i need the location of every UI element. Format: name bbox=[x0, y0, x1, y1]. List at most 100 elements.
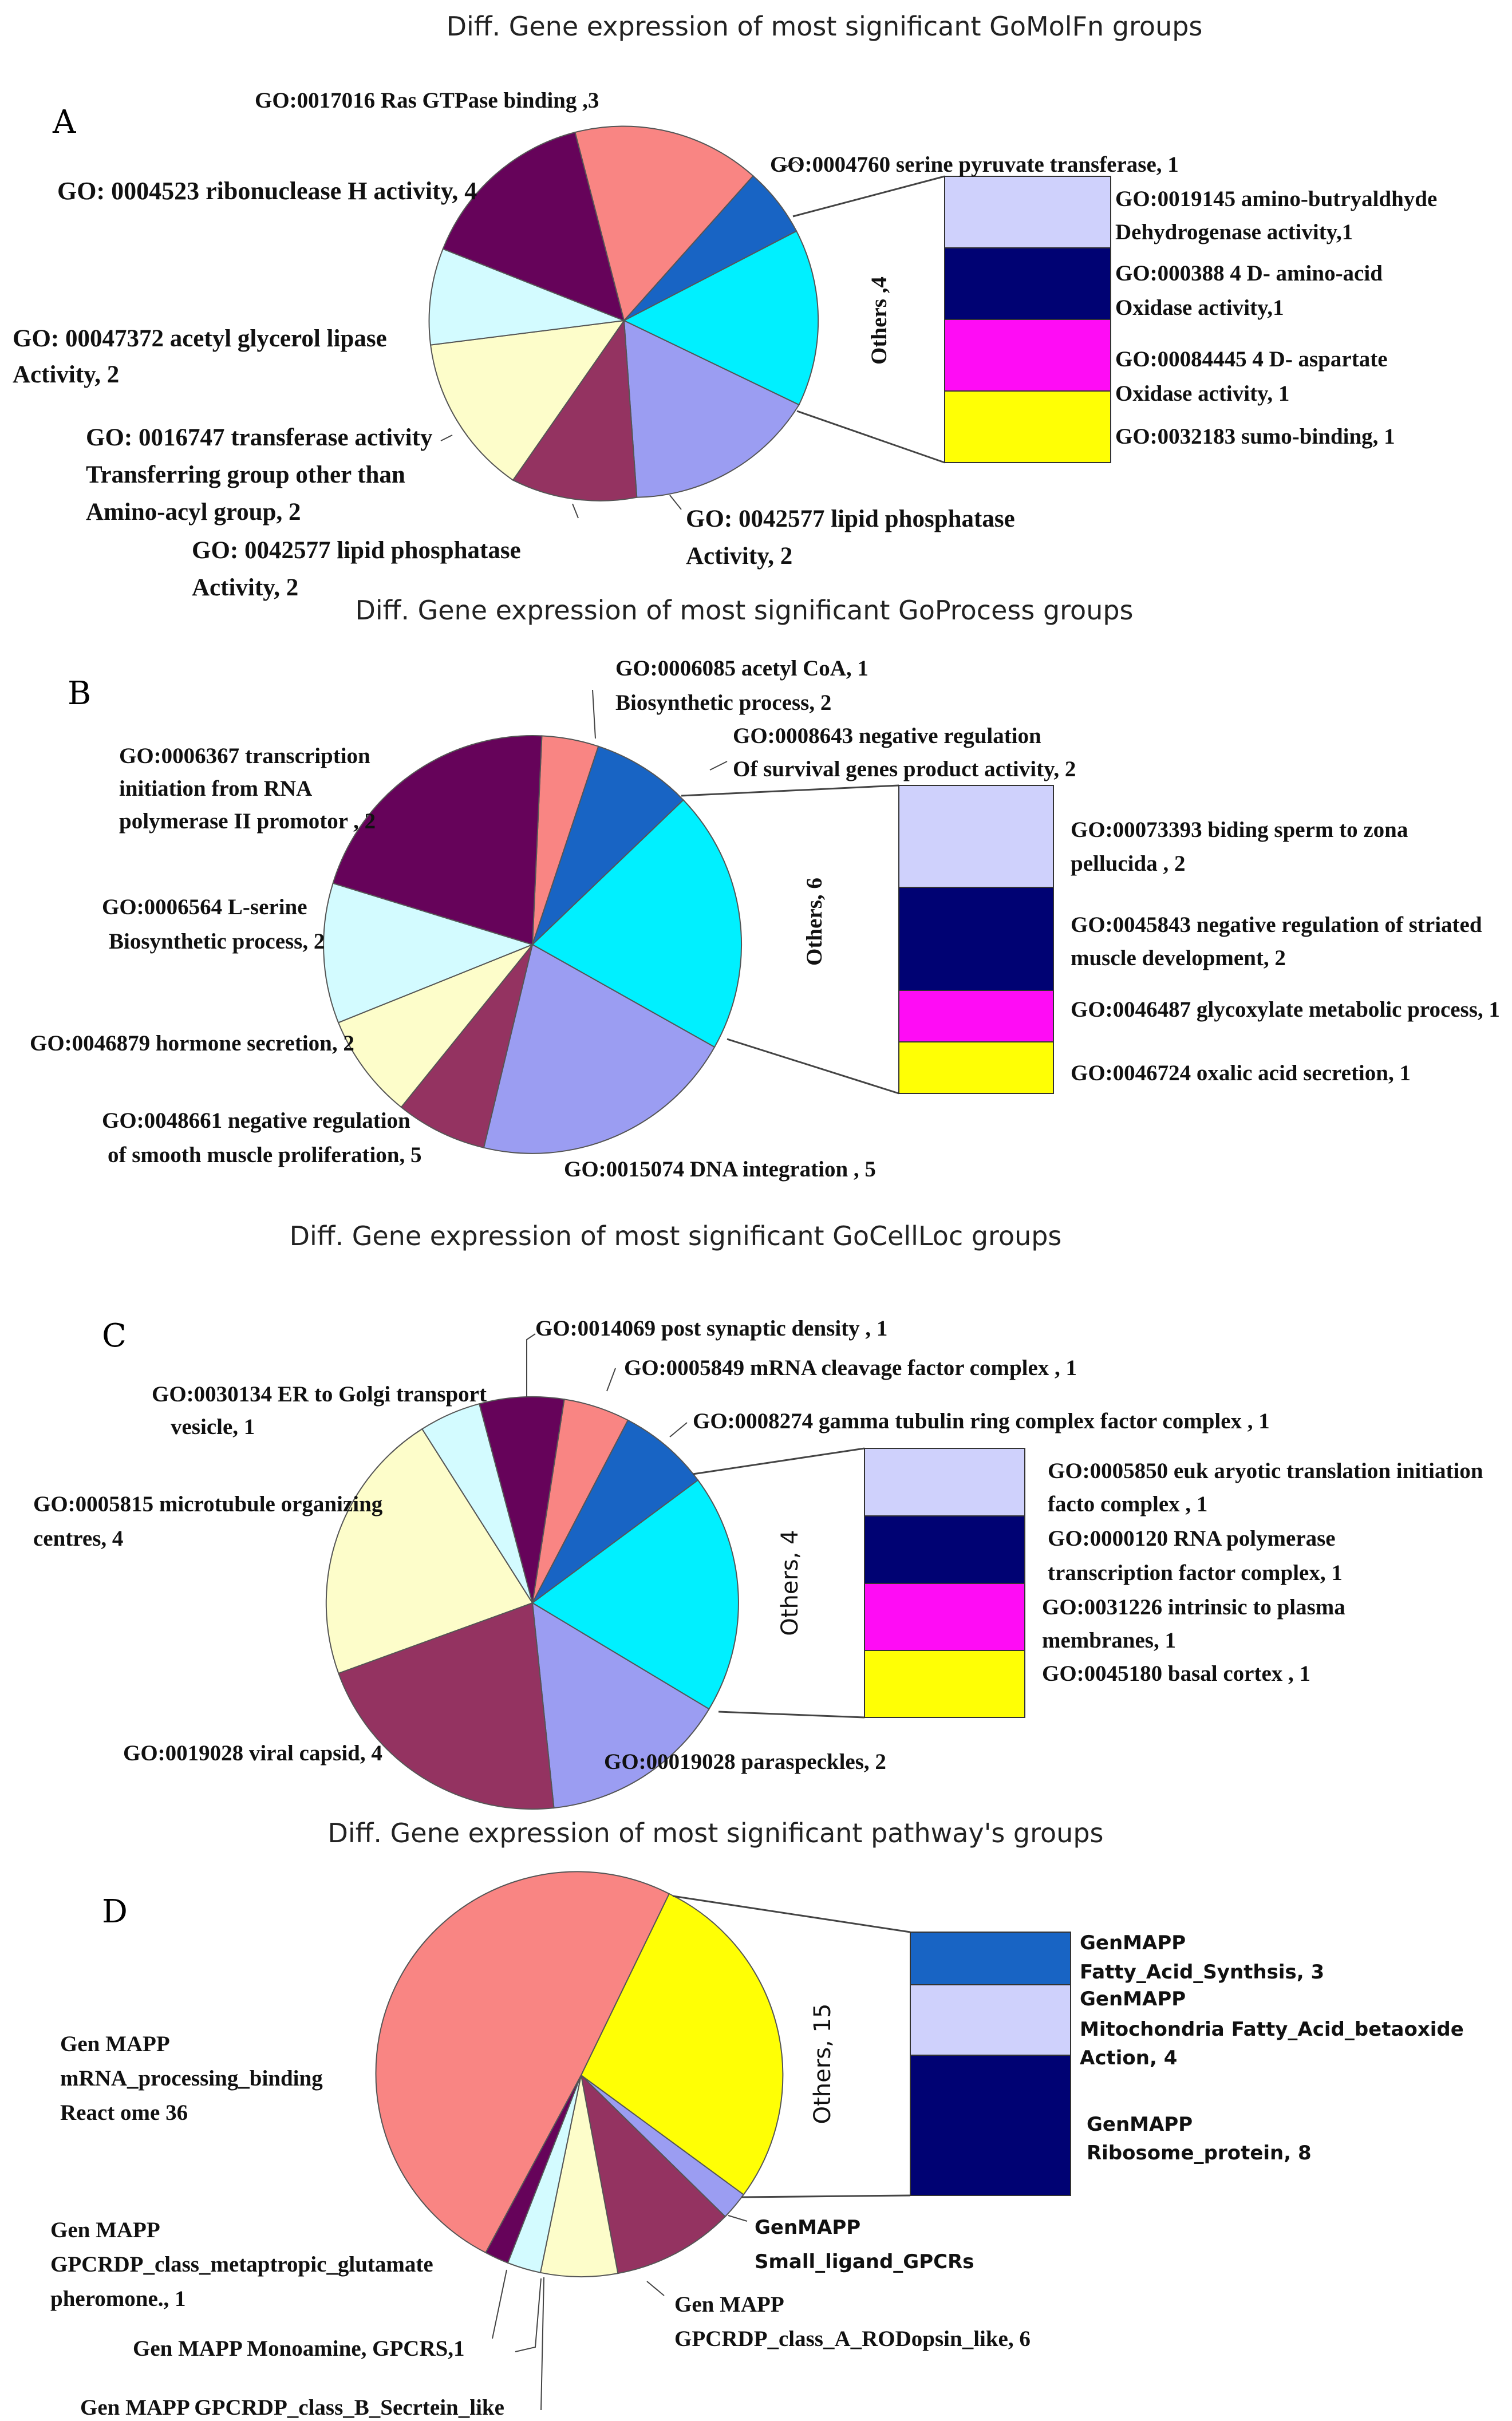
label-b-transcription-line3: polymerase II promotor , 2 bbox=[119, 809, 376, 834]
others-bar-c-basal-cortex bbox=[864, 1650, 1025, 1718]
leader-a-serine bbox=[778, 160, 802, 172]
others-bar-c-translation-initiation bbox=[864, 1448, 1025, 1516]
zoom-line-bottom bbox=[727, 1038, 899, 1095]
label-c-post-synaptic: GO:0014069 post synaptic density , 1 bbox=[535, 1316, 887, 1341]
slice-a-acetyl-glycerol-lipase bbox=[428, 248, 625, 346]
label-a-others-item3-line2: Oxidase activity, 1 bbox=[1115, 381, 1289, 406]
slice-d-secretin bbox=[539, 2075, 619, 2278]
label-d-others-item3-line2: Ribosome_protein, 8 bbox=[1087, 2142, 1312, 2165]
zoom-line-top bbox=[681, 784, 899, 797]
leader-c-post-synaptic bbox=[526, 1333, 536, 1397]
leader-d-secretin bbox=[540, 2277, 544, 2411]
label-a-lipid-left-line1: GO: 0042577 lipid phosphatase bbox=[192, 537, 521, 564]
label-a-ribonuclease-h: GO: 0004523 ribonuclease H activity, 4 bbox=[57, 177, 477, 205]
panel-b: Diff. Gene expression of most significan… bbox=[30, 595, 1500, 1182]
leader-a-transferase bbox=[440, 435, 453, 441]
others-bar-a-d-aspartate bbox=[944, 319, 1111, 392]
label-a-lipid-left-line2: Activity, 2 bbox=[192, 574, 298, 601]
panel-c-pie bbox=[325, 1396, 739, 1810]
slice-b-survival-genes bbox=[532, 745, 685, 945]
others-bar-b-glycoxylate bbox=[898, 990, 1054, 1042]
label-b-others-item2-line2: muscle development, 2 bbox=[1071, 946, 1286, 970]
label-b-others-item1-line1: GO:00073393 biding sperm to zona bbox=[1071, 817, 1408, 842]
panel-b-pie bbox=[323, 735, 743, 1154]
slice-b-dna-integration bbox=[483, 943, 716, 1154]
leader-d-rodopsin bbox=[646, 2281, 665, 2296]
slice-a-ribonuclease-h bbox=[442, 131, 625, 322]
others-label-d: Others, 15 bbox=[810, 2004, 836, 2124]
label-d-rodopsin-line1: Gen MAPP bbox=[674, 2292, 784, 2317]
slice-b-smooth-muscle bbox=[400, 944, 533, 1149]
slice-c-viral-capsid bbox=[338, 1602, 555, 1810]
label-c-others-item3-line2: membranes, 1 bbox=[1042, 1628, 1176, 1653]
label-d-others-item1-line1: GenMAPP bbox=[1080, 1932, 1186, 1954]
others-bar-c-plasma-membranes bbox=[864, 1583, 1025, 1651]
zoom-line-top bbox=[672, 1895, 911, 1933]
slice-a-serine-pyruvate bbox=[623, 175, 798, 321]
label-d-mrna-processing-line2: mRNA_processing_binding bbox=[60, 2066, 323, 2091]
leader-c-gamma bbox=[669, 1422, 688, 1437]
label-d-others-item2-line1: GenMAPP bbox=[1080, 1988, 1186, 2011]
label-d-small-ligand-line1: GenMAPP bbox=[755, 2216, 860, 2239]
label-b-transcription-line1: GO:0006367 transcription bbox=[119, 744, 370, 768]
others-bar-d-mitochondria-fatty-acid bbox=[910, 1984, 1071, 2056]
label-c-microtubule-line2: centres, 4 bbox=[33, 1526, 123, 1551]
label-b-smooth-muscle-line2: of smooth muscle proliferation, 5 bbox=[108, 1143, 421, 1167]
label-b-l-serine-line2: Biosynthetic process, 2 bbox=[109, 929, 325, 954]
label-b-hormone-secretion: GO:0046879 hormone secretion, 2 bbox=[30, 1031, 354, 1056]
label-d-others-item1-line2: Fatty_Acid_Synthsis, 3 bbox=[1080, 1961, 1324, 1984]
label-a-others-item4-line1: GO:0032183 sumo-binding, 1 bbox=[1115, 424, 1395, 449]
slice-d-others bbox=[580, 1893, 784, 2195]
label-b-others-item1-line2: pellucida , 2 bbox=[1071, 851, 1185, 876]
panel-c: Diff. Gene expression of most significan… bbox=[33, 1221, 1483, 1810]
label-d-mrna-processing-line1: Gen MAPP bbox=[60, 2032, 170, 2056]
label-c-er-golgi-line2: vesicle, 1 bbox=[171, 1415, 255, 1439]
label-c-er-golgi-line1: GO:0030134 ER to Golgi transport bbox=[152, 1382, 487, 1407]
label-a-transferase-line3: Amino-acyl group, 2 bbox=[86, 499, 301, 526]
label-b-transcription-line2: initiation from RNA bbox=[119, 776, 312, 801]
leader-c-mrna bbox=[606, 1368, 616, 1392]
slice-b-l-serine bbox=[323, 882, 534, 1024]
label-c-others-item4-line1: GO:0045180 basal cortex , 1 bbox=[1042, 1661, 1310, 1686]
panel-a: Diff. Gene expression of most significan… bbox=[13, 11, 1437, 601]
label-a-others-item3-line1: GO:00084445 4 D- aspartate bbox=[1115, 347, 1388, 372]
panel-d-pie bbox=[375, 1871, 784, 2278]
label-c-others-item2-line2: transcription factor complex, 1 bbox=[1048, 1561, 1343, 1585]
label-c-others-item1-line1: GO:0005850 euk aryotic translation initi… bbox=[1048, 1459, 1483, 1483]
slice-b-hormone-secretion bbox=[337, 943, 535, 1108]
label-b-l-serine-line1: GO:0006564 L-serine bbox=[102, 895, 307, 919]
others-bar-a-amino-butyraldehyde bbox=[944, 176, 1111, 248]
label-b-smooth-muscle-line1: GO:0048661 negative regulation bbox=[102, 1108, 410, 1133]
others-label-a: Others ,4 bbox=[867, 277, 891, 365]
others-label-b: Others, 6 bbox=[802, 878, 827, 966]
label-b-acetyl-coa-line1: GO:0006085 acetyl CoA, 1 bbox=[615, 656, 868, 681]
others-label-c: Others, 4 bbox=[777, 1530, 803, 1636]
leader-b-survival bbox=[709, 761, 728, 771]
label-a-lipid-right-line1: GO: 0042577 lipid phosphatase bbox=[686, 505, 1015, 532]
panel-b-others-box: Others, 6 bbox=[681, 784, 1054, 1095]
slice-a-lipid-phosphatase-left bbox=[512, 319, 638, 501]
slice-d-rodopsin bbox=[580, 2074, 727, 2274]
panel-c-others-box: Others, 4 bbox=[692, 1447, 1025, 1719]
slice-b-others bbox=[531, 799, 743, 1048]
others-bar-b-oxalic-acid bbox=[898, 1041, 1054, 1094]
zoom-line-top bbox=[692, 1447, 865, 1475]
label-d-monoamine: Gen MAPP Monoamine, GPCRS,1 bbox=[133, 2336, 465, 2361]
panel-d-title: Diff. Gene expression of most significan… bbox=[327, 1818, 1103, 1849]
others-bar-d-fatty-acid-synthesis bbox=[910, 1932, 1071, 1985]
panel-d: Diff. Gene expression of most significan… bbox=[50, 1818, 1464, 2420]
slice-b-transcription-initiation bbox=[332, 735, 543, 946]
label-b-survival-line2: Of survival genes product activity, 2 bbox=[733, 757, 1076, 781]
slice-d-mrna-processing bbox=[375, 1871, 670, 2254]
label-a-acetyl-line1: GO: 00047372 acetyl glycerol lipase bbox=[13, 325, 387, 352]
label-a-transferase-line2: Transferring group other than bbox=[86, 461, 405, 488]
others-bar-a-d-amino-acid bbox=[944, 247, 1111, 320]
label-c-mrna-cleavage: GO:0005849 mRNA cleavage factor complex … bbox=[624, 1356, 1077, 1380]
slice-a-transferase bbox=[429, 319, 626, 481]
panel-c-letter: C bbox=[102, 1317, 127, 1354]
slice-c-gamma-tubulin bbox=[532, 1419, 699, 1604]
slice-c-microtubule bbox=[325, 1428, 534, 1674]
leader-b-acetyl-coa bbox=[592, 689, 596, 739]
slice-a-others bbox=[622, 230, 819, 406]
leader-d-glutamate bbox=[492, 2269, 507, 2339]
